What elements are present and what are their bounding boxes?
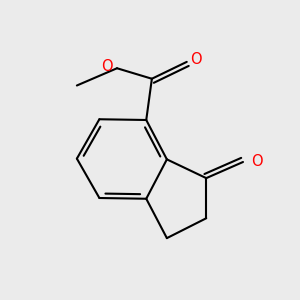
Text: O: O bbox=[190, 52, 202, 68]
Text: O: O bbox=[251, 154, 263, 169]
Text: O: O bbox=[102, 59, 113, 74]
